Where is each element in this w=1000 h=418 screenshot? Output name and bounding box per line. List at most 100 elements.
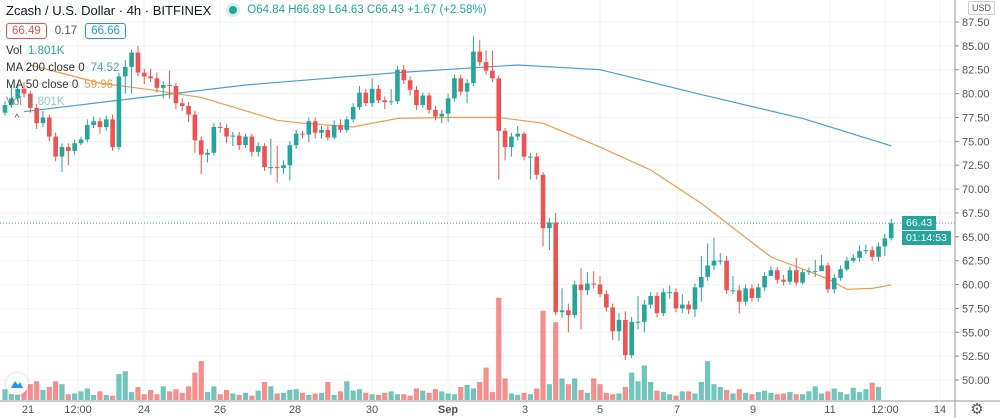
candle-body [496, 78, 502, 131]
volume-bar [818, 393, 825, 400]
candle-body [59, 147, 65, 157]
volume-bar [755, 392, 761, 400]
volume-bar [458, 387, 464, 400]
volume-bar [869, 382, 875, 400]
candle [433, 106, 438, 121]
candle-body [699, 276, 704, 288]
candle-body [629, 321, 634, 356]
candle-body [97, 121, 103, 128]
chart-legend: Zcash / U.S. Dollar · 4h · BITFINEX O64.… [6, 0, 486, 110]
candle-body [401, 69, 407, 81]
candle [673, 288, 679, 313]
volume-bar [515, 394, 521, 400]
candle [369, 78, 375, 107]
volume-bar [629, 372, 635, 400]
volume-bar [223, 389, 230, 400]
volume-bar [667, 394, 673, 400]
volume-bar [660, 392, 666, 400]
interval: 4h [126, 2, 142, 18]
candle-body [838, 269, 843, 278]
candle [857, 245, 862, 262]
indicator-value: 1.801K [28, 44, 65, 57]
y-tick-label: 87.50 [962, 17, 990, 29]
candle-body [388, 101, 394, 103]
candle-body [547, 222, 552, 229]
volume-bar [489, 392, 496, 400]
candle-body [293, 133, 299, 146]
candle-body [490, 70, 495, 79]
x-tick-label: 26 [214, 404, 226, 416]
volume-bar [230, 393, 236, 400]
volume-bar [325, 382, 331, 400]
candle-body [819, 265, 824, 272]
indicator-ma50[interactable]: MA 50 close 0 59.96 [6, 76, 486, 93]
candle [648, 292, 653, 309]
symbol-title[interactable]: Zcash / U.S. Dollar · 4h · BITFINEX [6, 3, 211, 18]
price-axis[interactable]: 50.00 52.50 55.00 57.50 60.00 62.50 65.00 67.50… [954, 0, 990, 418]
volume-bar [837, 392, 844, 400]
indicator-volume[interactable]: Vol 1.801K [6, 42, 486, 59]
candle [331, 120, 337, 140]
candle-body [300, 133, 305, 135]
volume-bar [318, 392, 325, 400]
gear-icon[interactable]: ⚙ [970, 401, 984, 418]
candle [28, 90, 33, 113]
candle [350, 103, 356, 123]
candle [420, 92, 426, 108]
y-tick-label: 75.00 [962, 136, 990, 148]
candle [116, 72, 122, 150]
candle-body [344, 119, 350, 130]
candle [553, 212, 559, 316]
tradingview-logo-icon[interactable] [6, 373, 28, 395]
candle-body [312, 121, 318, 133]
candle-body [850, 257, 856, 261]
indicator-ma200[interactable]: MA 200 close 0 74.52 [6, 59, 486, 76]
candle [217, 122, 223, 133]
candle [717, 253, 723, 265]
x-tick-label: 12:00 [871, 404, 899, 416]
volume-bar [8, 394, 14, 400]
volume-bar [166, 391, 173, 400]
candle [749, 284, 755, 302]
indicator-value: 1.801K [28, 95, 65, 108]
candle-body [426, 95, 432, 110]
volume-bar [356, 389, 363, 400]
candle [850, 253, 856, 263]
candle-body [876, 246, 881, 257]
candle-body [458, 78, 464, 92]
volume-bar [483, 367, 489, 400]
candle [53, 132, 58, 162]
candle [502, 127, 508, 161]
candle-body [661, 292, 666, 314]
candle [15, 84, 20, 102]
volume-bar [255, 390, 261, 400]
candle [84, 119, 90, 143]
candle-body [47, 117, 52, 137]
volume-bar [46, 387, 52, 400]
candle-body [122, 66, 128, 77]
candle-body [781, 279, 786, 282]
candle [566, 303, 571, 333]
time-axis[interactable]: 21 12:00 24 26 28 30 Sep 3 5 7 9 11 12:00 14 [0, 400, 1000, 416]
candle [534, 152, 540, 180]
volume-bar [496, 297, 502, 400]
candle [635, 295, 641, 330]
buy-button[interactable]: 66.66 [85, 23, 126, 39]
candle [167, 70, 172, 99]
grid [0, 0, 955, 400]
candle-body [540, 174, 546, 229]
currency-label[interactable]: USD [968, 1, 996, 15]
volume-bar [204, 392, 211, 400]
volume-bar [261, 382, 268, 400]
volume-bar [91, 394, 97, 400]
volume-bar [698, 382, 704, 400]
indicator-value: 74.52 [90, 61, 120, 74]
indicator-volume-secondary[interactable]: Vol 1.801K [6, 93, 486, 110]
candle-body [53, 136, 58, 157]
sell-button[interactable]: 66.49 [6, 23, 47, 39]
chevron-up-icon[interactable]: ^ [14, 113, 20, 124]
candle [110, 114, 115, 151]
candle-body [736, 290, 742, 302]
candle-body [831, 277, 837, 290]
